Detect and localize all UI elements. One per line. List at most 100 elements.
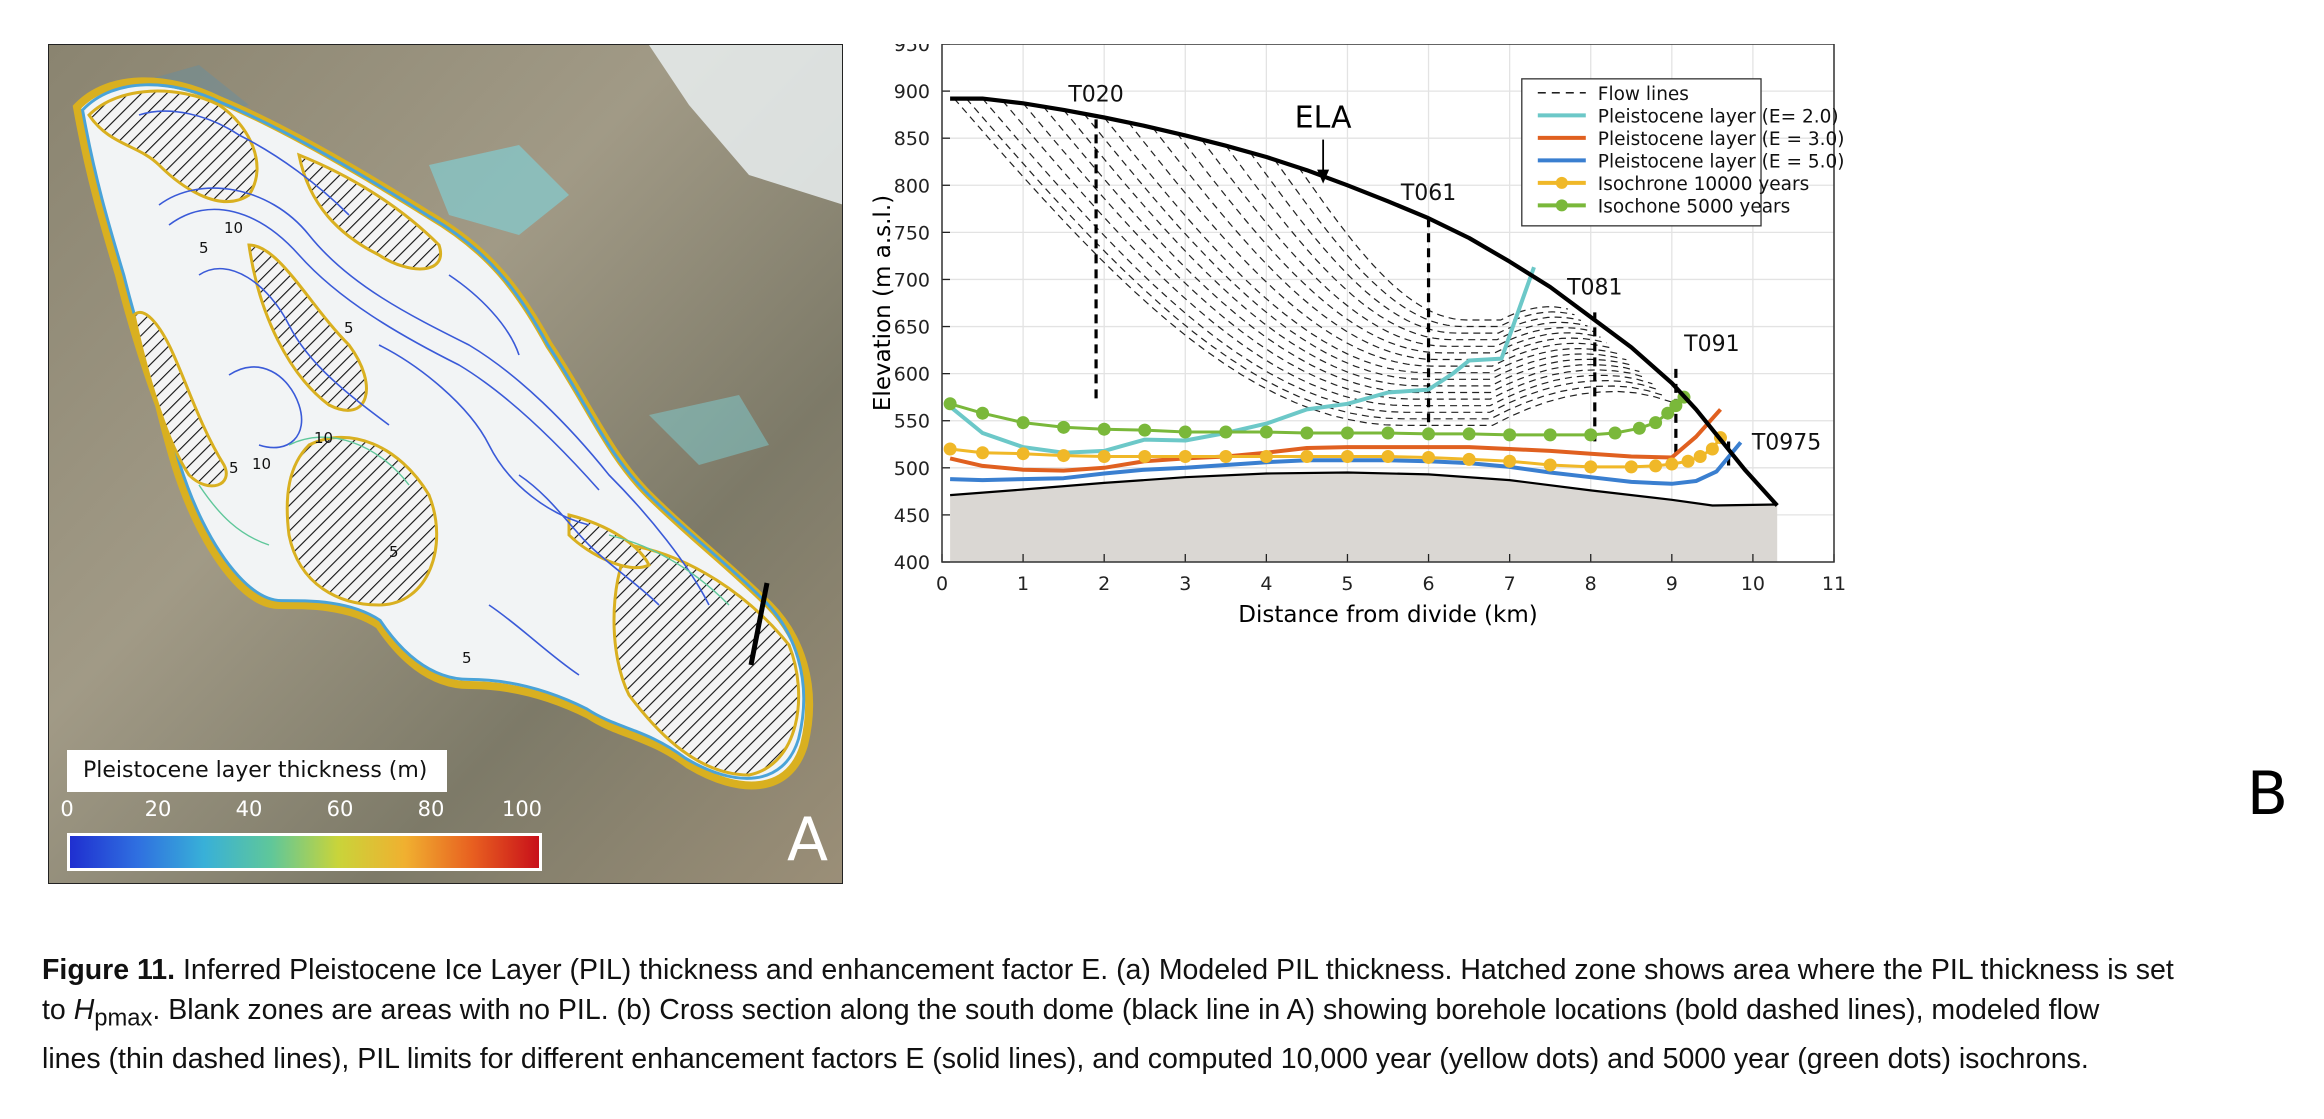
contour-label: 5	[344, 319, 354, 337]
surface-line	[950, 96, 1779, 507]
series-point	[1503, 454, 1517, 468]
colorbar-tick: 60	[326, 797, 354, 821]
series-point	[1097, 450, 1111, 464]
hatched-zone	[296, 152, 443, 271]
x-tick-label: 4	[1260, 573, 1272, 595]
flow-line	[1063, 109, 1634, 387]
caption-line-1: Inferred Pleistocene Ice Layer (PIL) thi…	[175, 954, 2174, 986]
y-tick-label: 650	[894, 317, 930, 339]
cross-section-chart: T020 T061 T081 T091 T0975 0 1 2 3 4 5 6 7 8 9 10 11 400 4…	[870, 44, 2288, 829]
y-tick-label: 550	[894, 411, 930, 433]
y-tick-label: 800	[894, 175, 930, 197]
series-point	[1138, 423, 1152, 437]
hatched-zone	[87, 89, 259, 203]
hatched-zone	[132, 311, 228, 488]
series-point	[1259, 425, 1273, 439]
flow-line	[1249, 152, 1582, 334]
y-tick-label: 600	[894, 364, 930, 386]
flow-line	[1042, 106, 1640, 394]
series-point	[1705, 442, 1719, 456]
y-tick-label: 500	[894, 458, 930, 480]
series-point	[1016, 447, 1030, 461]
flow-line	[1225, 145, 1588, 341]
legend-label: Pleistocene layer (E= 2.0)	[1598, 106, 1839, 127]
caption-label: Figure 11.	[42, 954, 176, 986]
series-point	[1584, 428, 1598, 442]
caption-line-2b: . Blank zones are areas with no PIL. (b)…	[152, 994, 2100, 1026]
x-tick-label: 0	[936, 573, 948, 595]
series-point	[1669, 399, 1683, 413]
x-axis-label: Distance from divide (km)	[1238, 602, 1537, 628]
thickness-contours	[138, 110, 710, 676]
x-tick-label: 8	[1585, 573, 1597, 595]
legend-label: Pleistocene layer (E = 5.0)	[1598, 151, 1845, 172]
hatched-zone	[285, 435, 439, 607]
series-point	[1543, 428, 1557, 442]
ice-surface	[950, 96, 1779, 507]
contour-label: 5	[462, 649, 472, 667]
thickness-contours-green	[198, 436, 730, 606]
series-point	[1178, 425, 1192, 439]
borehole-label: T081	[1566, 275, 1622, 300]
figure-caption: Figure 11. Inferred Pleistocene Ice Laye…	[42, 950, 2292, 1079]
y-tick-label: 400	[894, 552, 930, 574]
flow-line	[1128, 122, 1614, 367]
panel-letter-b: B	[2247, 759, 2288, 829]
caption-line-2a: to	[42, 994, 74, 1026]
ice-cap-map: 10 5 5 10 5 10 5 5	[49, 45, 842, 883]
x-tick-label: 10	[1741, 573, 1765, 595]
flow-line	[1022, 102, 1647, 400]
panel-b-chart: T020 T061 T081 T091 T0975 0 1 2 3 4 5 6 7 8 9 10 11 400 4…	[860, 44, 2324, 924]
y-tick-label: 450	[894, 505, 930, 527]
series-point	[1259, 450, 1273, 464]
series-point	[976, 406, 990, 420]
borehole-label: T091	[1683, 332, 1739, 357]
series-point	[1057, 420, 1071, 434]
contour-label: 10	[224, 219, 243, 237]
series-point	[976, 446, 990, 460]
x-tick-label: 1	[1017, 573, 1029, 595]
flow-line	[1274, 159, 1575, 328]
lake	[649, 395, 769, 465]
x-tick-label: 5	[1341, 573, 1353, 595]
series-line	[950, 441, 1743, 486]
bed-line	[950, 471, 1778, 507]
series-point	[1422, 427, 1436, 441]
series-point	[1462, 452, 1476, 466]
series-line	[948, 266, 1536, 455]
series-point	[1381, 450, 1395, 464]
series-point	[1665, 457, 1679, 471]
x-tick-label: 11	[1822, 573, 1846, 595]
series-point	[1624, 460, 1638, 474]
y-axis-label: Elevation (m a.s.l.)	[870, 195, 896, 411]
caption-symbol: H	[73, 994, 95, 1026]
contour-label: 5	[389, 543, 399, 561]
series-point	[1543, 458, 1557, 472]
series-point	[943, 442, 957, 456]
panel-letter-a: A	[787, 805, 829, 875]
series	[943, 266, 1743, 486]
lake	[429, 145, 569, 235]
series-point	[1381, 426, 1395, 440]
y-tick-label: 750	[894, 222, 930, 244]
series-point	[1340, 426, 1354, 440]
colorbar-tick: 20	[144, 797, 172, 821]
legend-marker	[1555, 199, 1568, 212]
colorbar-tick: 40	[235, 797, 263, 821]
axes: 0 1 2 3 4 5 6 7 8 9 10 11 400 450 500 550 600 650 700 750 80…	[894, 44, 1846, 595]
flow-line	[965, 98, 1666, 420]
borehole-label: T020	[1067, 82, 1123, 107]
series-line	[949, 408, 1722, 473]
series-point	[1608, 426, 1622, 440]
borehole-label: T0975	[1751, 430, 1821, 455]
flow-lines	[953, 98, 1672, 426]
cross-section-line	[748, 582, 770, 666]
series-point	[943, 397, 957, 411]
x-tick-label: 6	[1422, 573, 1434, 595]
legend-marker	[1555, 176, 1568, 189]
legend-label: Isochone 5000 years	[1598, 196, 1791, 217]
legend-label: Pleistocene layer (E = 3.0)	[1598, 129, 1845, 150]
colorbar-tick: 80	[417, 797, 445, 821]
ela-arrowhead	[1317, 169, 1330, 184]
y-tick-label: 900	[894, 81, 930, 103]
